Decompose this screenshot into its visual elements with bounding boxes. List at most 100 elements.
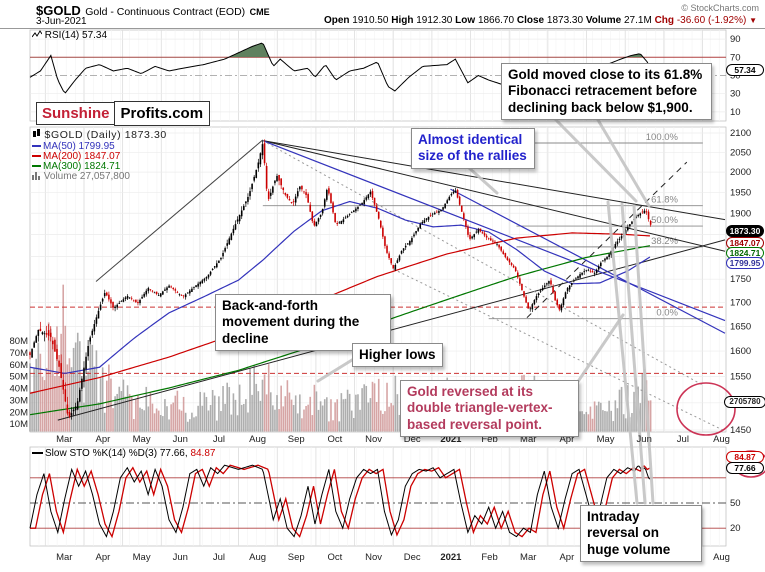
- month-label: Nov: [365, 552, 382, 563]
- chart-title: $GOLD Gold - Continuous Contract (EOD) C…: [36, 2, 270, 20]
- rsi-value-bubble: 57.34: [726, 64, 764, 76]
- sto-plot: [29, 464, 651, 539]
- month-label: Aug: [713, 434, 730, 445]
- ma50-swatch-icon: [32, 145, 41, 148]
- legend-ma200: MA(200) 1847.07: [32, 151, 120, 162]
- month-label: Aug: [713, 552, 730, 563]
- symbol-name: Gold - Continuous Contract (EOD): [85, 6, 246, 18]
- legend-volume: Volume 27,057,800: [32, 171, 130, 182]
- volume-label: Volume: [585, 15, 622, 26]
- month-label: May: [133, 434, 151, 445]
- month-label: Dec: [404, 434, 421, 445]
- volume-tick-label: 60M: [10, 360, 29, 371]
- month-label: Sep: [288, 434, 305, 445]
- volume-tick-label: 70M: [10, 348, 29, 359]
- legend-ma50: MA(50) 1799.95: [32, 141, 115, 152]
- note-fibonacci: Gold moved close to its 61.8% Fibonacci …: [501, 63, 712, 121]
- price-tick-label: 1650: [730, 321, 751, 332]
- quote-row: Open 1910.50 High 1912.30 Low 1866.70 Cl…: [324, 15, 757, 26]
- volume-tick-label: 10M: [10, 419, 29, 430]
- month-label: Oct: [328, 434, 343, 445]
- note-intraday-reversal: Intraday reversal on huge volume: [580, 505, 702, 563]
- logo-part1: Sunshine: [36, 102, 116, 125]
- chg-value: -36.60 (-1.92%): [676, 15, 747, 26]
- sto-label-text: Slow STO %K(14) %D(3) 77.66,: [45, 448, 191, 459]
- price-tick-label: 2050: [730, 147, 751, 158]
- low-value: 1866.70: [477, 15, 515, 26]
- fib-level-label: 0.0%: [656, 308, 678, 319]
- price-tick-label: 1900: [730, 208, 751, 219]
- volume-value: 27.1M: [624, 15, 652, 26]
- chg-label: Chg: [654, 15, 675, 26]
- month-label: 2021: [440, 434, 462, 445]
- legend-symbol: $GOLD (Daily) 1873.30: [32, 129, 167, 141]
- copyright: © StockCharts.com: [681, 3, 759, 13]
- price-tick-label: 1600: [730, 346, 751, 357]
- volume-tick-label: 20M: [10, 407, 29, 418]
- month-label: Aug: [249, 434, 266, 445]
- symbol: $GOLD: [36, 3, 81, 18]
- month-label: May: [133, 552, 151, 563]
- month-label: Nov: [365, 434, 382, 445]
- month-label: Mar: [56, 434, 72, 445]
- down-arrow-icon: ▼: [749, 16, 757, 25]
- legend-volume-text: Volume 27,057,800: [43, 171, 130, 182]
- volume-tick-label: 40M: [10, 384, 29, 395]
- note-back-and-forth: Back-and-forth movement during the decli…: [215, 294, 391, 352]
- month-label: Jul: [213, 552, 225, 563]
- legend-ma200-text: MA(200) 1847.07: [43, 151, 121, 162]
- legend-symbol-text: $GOLD (Daily) 1873.30: [44, 129, 167, 141]
- sto-swatch-icon: [32, 452, 43, 455]
- price-tick-label: 1950: [730, 187, 751, 198]
- rsi-tick-label: 30: [730, 89, 741, 100]
- volume-value-bubble: 2705780: [724, 396, 765, 408]
- month-label: Sep: [288, 552, 305, 563]
- month-label: Apr: [96, 434, 111, 445]
- rsi-tick-label: 50: [730, 71, 741, 82]
- low-label: Low: [455, 15, 476, 26]
- month-label: Jun: [173, 434, 188, 445]
- sto-tick-label: 20: [730, 523, 741, 534]
- month-label: Jul: [677, 434, 689, 445]
- month-label: Dec: [404, 552, 421, 563]
- annotation-pointers: [316, 118, 655, 505]
- price-tick-label: 1700: [730, 297, 751, 308]
- volume-tick-label: 80M: [10, 336, 29, 347]
- sto-tick-label: 50: [730, 498, 741, 509]
- fib-level-label: 38.2%: [651, 236, 678, 247]
- rsi-tick-label: 10: [730, 107, 741, 118]
- price-tick-label: 1550: [730, 372, 751, 383]
- logo-part2: Profits.com: [113, 101, 211, 126]
- header-divider: [0, 28, 765, 29]
- note-higher-lows: Higher lows: [352, 343, 443, 368]
- ma300-swatch-icon: [32, 165, 41, 168]
- month-label: Mar: [520, 552, 536, 563]
- volume-tick-label: 50M: [10, 372, 29, 383]
- month-label: 2021: [440, 552, 462, 563]
- rsi-tick-label: 70: [730, 52, 741, 63]
- volume-bars-icon: [32, 172, 40, 180]
- month-label: Feb: [481, 434, 497, 445]
- open-label: Open: [323, 15, 350, 26]
- note-vertex-reversal: Gold reversed at its double triangle-ver…: [400, 380, 579, 438]
- month-label: Mar: [56, 552, 72, 563]
- chart-date: 3-Jun-2021: [36, 16, 87, 27]
- indicator-icon: [31, 30, 43, 38]
- ma200-swatch-icon: [32, 155, 41, 158]
- price-candles: [29, 139, 652, 420]
- sto-label: Slow STO %K(14) %D(3) 77.66, 84.87: [32, 448, 215, 459]
- month-label: Jun: [173, 552, 188, 563]
- fib-level-label: 61.8%: [651, 195, 678, 206]
- high-value: 1912.30: [416, 15, 453, 26]
- sunshine-profits-logo: Sunshine Profits.com: [36, 101, 211, 126]
- candlestick-icon: [33, 129, 40, 137]
- price-tick-label: 2100: [730, 128, 751, 139]
- month-label: Apr: [559, 552, 574, 563]
- rsi-label-text: RSI(14) 57.34: [44, 30, 108, 41]
- sto-label-d-value: 84.87: [190, 448, 216, 459]
- fib-level-label: 50.0%: [651, 215, 678, 226]
- volume-tick-label: 30M: [10, 395, 29, 406]
- price-tick-label: 2000: [730, 167, 751, 178]
- month-label: Jul: [213, 434, 225, 445]
- month-label: Jun: [637, 434, 652, 445]
